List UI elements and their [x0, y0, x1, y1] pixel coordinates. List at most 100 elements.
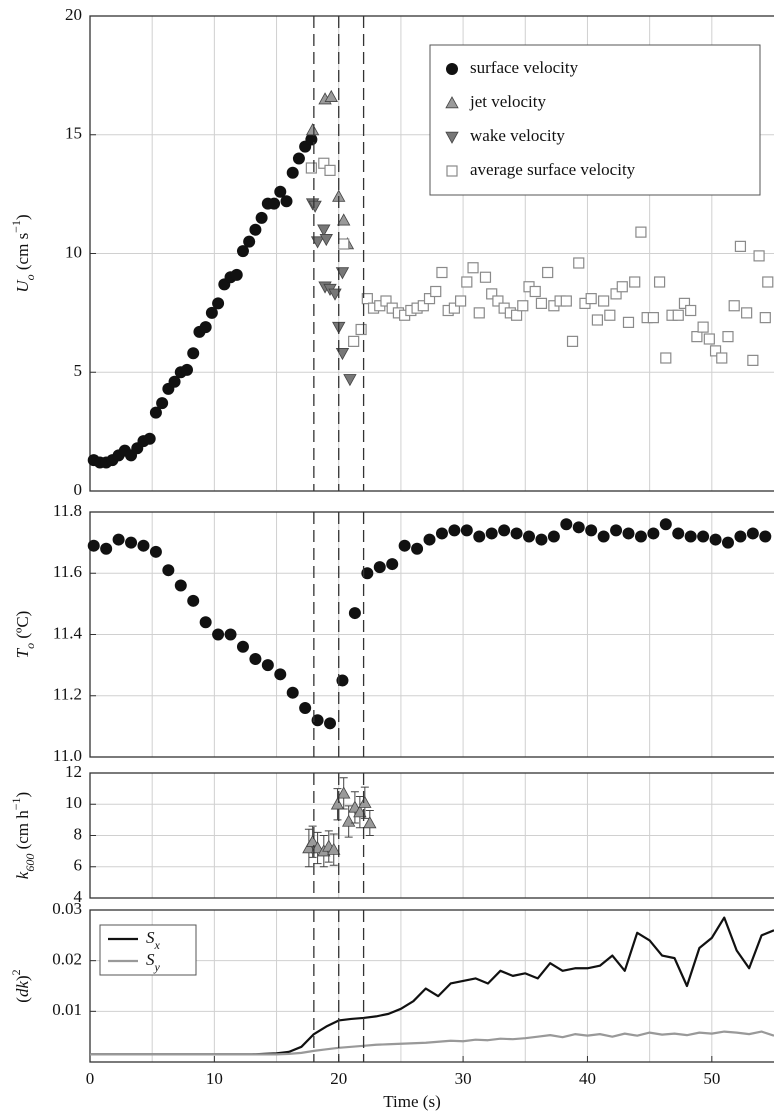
plot-frame — [89, 772, 774, 899]
marker — [149, 545, 162, 558]
x-tick-label: 10 — [206, 1069, 223, 1088]
label-part: 2 — [9, 969, 23, 975]
marker — [498, 524, 511, 537]
marker — [328, 288, 342, 301]
legend-label: surface velocity — [470, 58, 579, 77]
marker — [510, 527, 523, 540]
x-tick-label: 30 — [455, 1069, 472, 1088]
marker — [149, 406, 162, 419]
marker — [423, 533, 436, 546]
marker — [305, 123, 320, 136]
marker — [622, 316, 635, 328]
x-tick-label: 50 — [703, 1069, 720, 1088]
label-part: −1 — [9, 797, 23, 810]
marker — [585, 524, 598, 537]
marker — [741, 307, 753, 319]
y-tick-label: 0.02 — [52, 950, 82, 969]
legend-label: Sy — [146, 950, 161, 974]
marker — [691, 331, 703, 343]
marker — [224, 628, 237, 641]
marker — [722, 331, 734, 343]
marker — [460, 524, 473, 537]
marker — [560, 518, 573, 531]
label-part: S — [146, 928, 155, 947]
y-tick-label: 0 — [74, 480, 83, 499]
label-part: o — [23, 643, 37, 649]
label-part: ) — [13, 975, 32, 981]
marker — [747, 354, 759, 366]
x-tick-label: 20 — [330, 1069, 347, 1088]
marker — [455, 295, 467, 307]
marker — [181, 363, 194, 376]
marker — [327, 842, 341, 855]
y-tick-label: 11.0 — [53, 746, 82, 765]
marker — [598, 295, 610, 307]
y-tick-label: 20 — [65, 5, 82, 24]
legend-box — [429, 44, 761, 196]
marker — [249, 223, 262, 236]
marker — [212, 628, 225, 641]
label-part: (cm s — [13, 233, 32, 275]
marker — [199, 616, 212, 629]
marker — [187, 347, 200, 360]
axis-label: Uo (cm s−1) — [9, 214, 37, 292]
label-part: U — [13, 279, 32, 293]
y-tick-label: 4 — [74, 887, 83, 906]
marker — [361, 293, 373, 305]
marker — [734, 530, 747, 543]
marker — [566, 335, 579, 347]
label-part: ) — [13, 792, 32, 798]
marker — [616, 281, 628, 293]
marker — [324, 717, 337, 730]
marker — [573, 257, 585, 269]
marker — [337, 213, 351, 226]
marker — [335, 348, 350, 361]
marker — [547, 530, 560, 543]
legend-label: wake velocity — [470, 126, 565, 145]
marker — [672, 527, 685, 540]
marker — [585, 293, 597, 305]
marker — [716, 352, 728, 364]
x-axis-label: Time (s) — [383, 1092, 440, 1111]
marker — [467, 262, 479, 274]
marker — [348, 335, 360, 347]
marker — [230, 268, 243, 281]
marker — [572, 521, 585, 534]
marker — [697, 321, 709, 333]
axis-label: (dk)2 — [9, 969, 32, 1002]
marker — [268, 197, 281, 210]
marker — [336, 674, 349, 687]
marker — [604, 309, 616, 321]
marker — [746, 527, 759, 540]
marker — [517, 300, 529, 312]
marker — [187, 594, 200, 607]
marker — [249, 653, 262, 665]
marker — [337, 786, 351, 799]
marker — [330, 797, 345, 810]
y-tick-label: 10 — [65, 793, 82, 812]
marker — [338, 238, 350, 250]
marker — [647, 527, 660, 540]
y-tick-label: 0.03 — [52, 899, 82, 918]
marker — [647, 312, 659, 324]
marker — [353, 805, 367, 818]
label-part: −1 — [9, 220, 23, 233]
marker — [243, 235, 256, 248]
marker — [685, 304, 697, 317]
label-part: S — [146, 950, 155, 969]
marker — [709, 533, 722, 546]
marker — [305, 162, 317, 174]
marker — [199, 321, 212, 334]
marker — [542, 266, 554, 279]
marker — [311, 714, 324, 727]
marker — [486, 288, 498, 300]
marker — [660, 352, 672, 364]
marker — [479, 271, 492, 283]
marker — [684, 530, 697, 543]
marker — [292, 152, 305, 165]
marker — [305, 133, 318, 146]
marker — [461, 276, 473, 288]
marker — [125, 536, 138, 549]
marker — [236, 245, 249, 258]
